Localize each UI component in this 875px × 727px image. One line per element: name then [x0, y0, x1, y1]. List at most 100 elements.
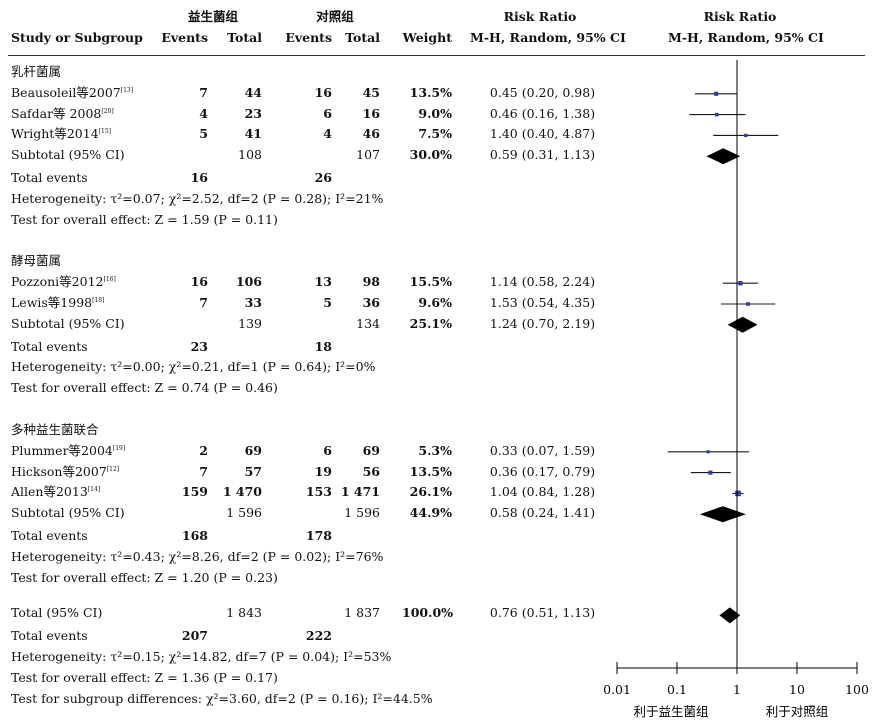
group2-header: 对照组: [316, 9, 354, 24]
weight-cell: 9.0%: [418, 105, 452, 121]
study-point: [735, 490, 741, 497]
weight-header: Weight: [402, 30, 452, 45]
events1-cell: 16: [190, 274, 208, 290]
total2-cell: 98: [362, 274, 380, 290]
total2-cell: 16: [362, 105, 380, 121]
study-name: Beausoleil等2007[13]: [11, 84, 134, 100]
total-rr-ci: 0.76 (0.51, 1.13): [489, 605, 596, 621]
overall-effect-text: Test for overall effect: Z = 0.74 (P = 0…: [11, 380, 278, 396]
subtotal-total2: 134: [356, 315, 380, 331]
subtotal-total1: 139: [238, 315, 262, 331]
subtotal-total1: 1 596: [226, 505, 262, 521]
subtotal-total2: 107: [356, 147, 380, 163]
subtotal-diamond: [699, 506, 746, 523]
subtotal-total1: 108: [238, 147, 262, 163]
rr-ci-cell: 0.33 (0.07, 1.59): [489, 442, 596, 458]
header-divider: [8, 55, 865, 56]
total-label: Total (95% CI): [11, 605, 103, 621]
study-reference: [19]: [112, 444, 126, 452]
subgroup-title: 乳杆菌属: [11, 64, 62, 79]
total1-cell: 57: [244, 463, 262, 479]
subtotal-diamond: [727, 316, 758, 333]
study-name: Safdar等 2008[20]: [11, 105, 114, 121]
total1-cell: 69: [244, 442, 262, 458]
events1-cell: 4: [199, 105, 208, 121]
total2-cell: 36: [362, 295, 380, 310]
study-reference: [13]: [120, 86, 134, 94]
subgroup-differences-text: Test for subgroup differences: χ²=3.60, …: [11, 690, 433, 706]
subtotal-weight: 44.9%: [409, 505, 452, 521]
total-total1: 1 843: [226, 605, 262, 621]
events1-header: Events: [161, 30, 208, 45]
total1-cell: 106: [235, 274, 262, 290]
study-reference: [18]: [92, 297, 105, 304]
subtotal-label: Subtotal (95% CI): [11, 505, 125, 521]
events2-cell: 153: [305, 484, 332, 500]
study-point: [738, 281, 743, 286]
study-point: [744, 133, 748, 138]
total-total2: 1 837: [344, 605, 380, 621]
favours-probiotic-label: 利于益生菌组: [633, 704, 708, 719]
study-point: [714, 91, 719, 96]
events1-cell: 7: [199, 84, 208, 100]
x-axis-tick-label: 0.1: [667, 682, 687, 697]
subtotal-weight: 25.1%: [409, 315, 452, 331]
total1-cell: 1 470: [222, 484, 262, 500]
total-events1: 16: [190, 170, 208, 185]
events2-cell: 6: [323, 105, 332, 121]
events2-cell: 6: [323, 442, 332, 458]
study-name: Plummer等2004[19]: [11, 442, 126, 458]
subtotal-total2: 1 596: [344, 505, 380, 521]
rr-ci-cell: 1.14 (0.58, 2.24): [489, 274, 596, 290]
group1-header: 益生菌组: [187, 9, 238, 24]
rr-ci-cell: 0.46 (0.16, 1.38): [489, 105, 596, 121]
events1-cell: 2: [199, 442, 208, 458]
events1-cell: 7: [199, 295, 208, 310]
rr-method-header-right: M-H, Random, 95% CI: [668, 30, 824, 45]
study-reference: [16]: [103, 276, 116, 284]
risk-ratio-header-left: Risk Ratio: [503, 9, 577, 24]
total-events2: 26: [314, 170, 332, 185]
total-weight: 100.0%: [402, 605, 454, 621]
weight-cell: 9.6%: [418, 295, 452, 310]
subtotal-weight: 30.0%: [409, 147, 452, 163]
weight-cell: 13.5%: [409, 84, 452, 100]
rr-ci-cell: 0.36 (0.17, 0.79): [489, 463, 596, 479]
total2-cell: 46: [362, 126, 380, 142]
events2-header: Events: [285, 30, 332, 45]
study-name: Allen等2013[14]: [11, 484, 101, 500]
overall-effect-text: Test for overall effect: Z = 1.20 (P = 0…: [11, 569, 278, 585]
events2-cell: 4: [323, 126, 332, 142]
subtotal-diamond: [706, 148, 741, 165]
total-events1: 23: [190, 338, 208, 354]
study-point: [706, 450, 710, 454]
events2-cell: 13: [314, 274, 332, 290]
events2-cell: 16: [314, 84, 332, 100]
total-diamond: [719, 607, 741, 624]
favours-control-label: 利于对照组: [766, 704, 829, 719]
study-reference: [20]: [101, 107, 114, 115]
total1-cell: 41: [244, 126, 262, 142]
total1-cell: 33: [244, 295, 262, 310]
study-column-header: Study or Subgroup: [11, 30, 143, 45]
x-axis-tick-label: 100: [845, 682, 869, 697]
grand-total-events-label: Total events: [11, 628, 88, 644]
rr-ci-cell: 0.45 (0.20, 0.98): [489, 84, 596, 100]
total2-cell: 69: [362, 442, 380, 458]
subtotal-rr-ci: 0.59 (0.31, 1.13): [489, 147, 596, 163]
total-events1: 168: [181, 528, 208, 543]
total-events-label: Total events: [11, 338, 88, 354]
total1-cell: 44: [244, 84, 262, 100]
grand-total-events1: 207: [181, 628, 208, 644]
study-reference: [15]: [98, 128, 111, 136]
study-reference: [14]: [87, 486, 101, 494]
total-events2: 178: [305, 528, 332, 543]
events1-cell: 159: [181, 484, 208, 500]
subgroup-title: 酵母菌属: [11, 253, 62, 269]
subtotal-label: Subtotal (95% CI): [11, 315, 125, 331]
total2-cell: 1 471: [340, 484, 380, 500]
total2-cell: 45: [362, 84, 380, 100]
rr-ci-cell: 1.04 (0.84, 1.28): [489, 484, 596, 500]
weight-cell: 15.5%: [409, 274, 452, 290]
